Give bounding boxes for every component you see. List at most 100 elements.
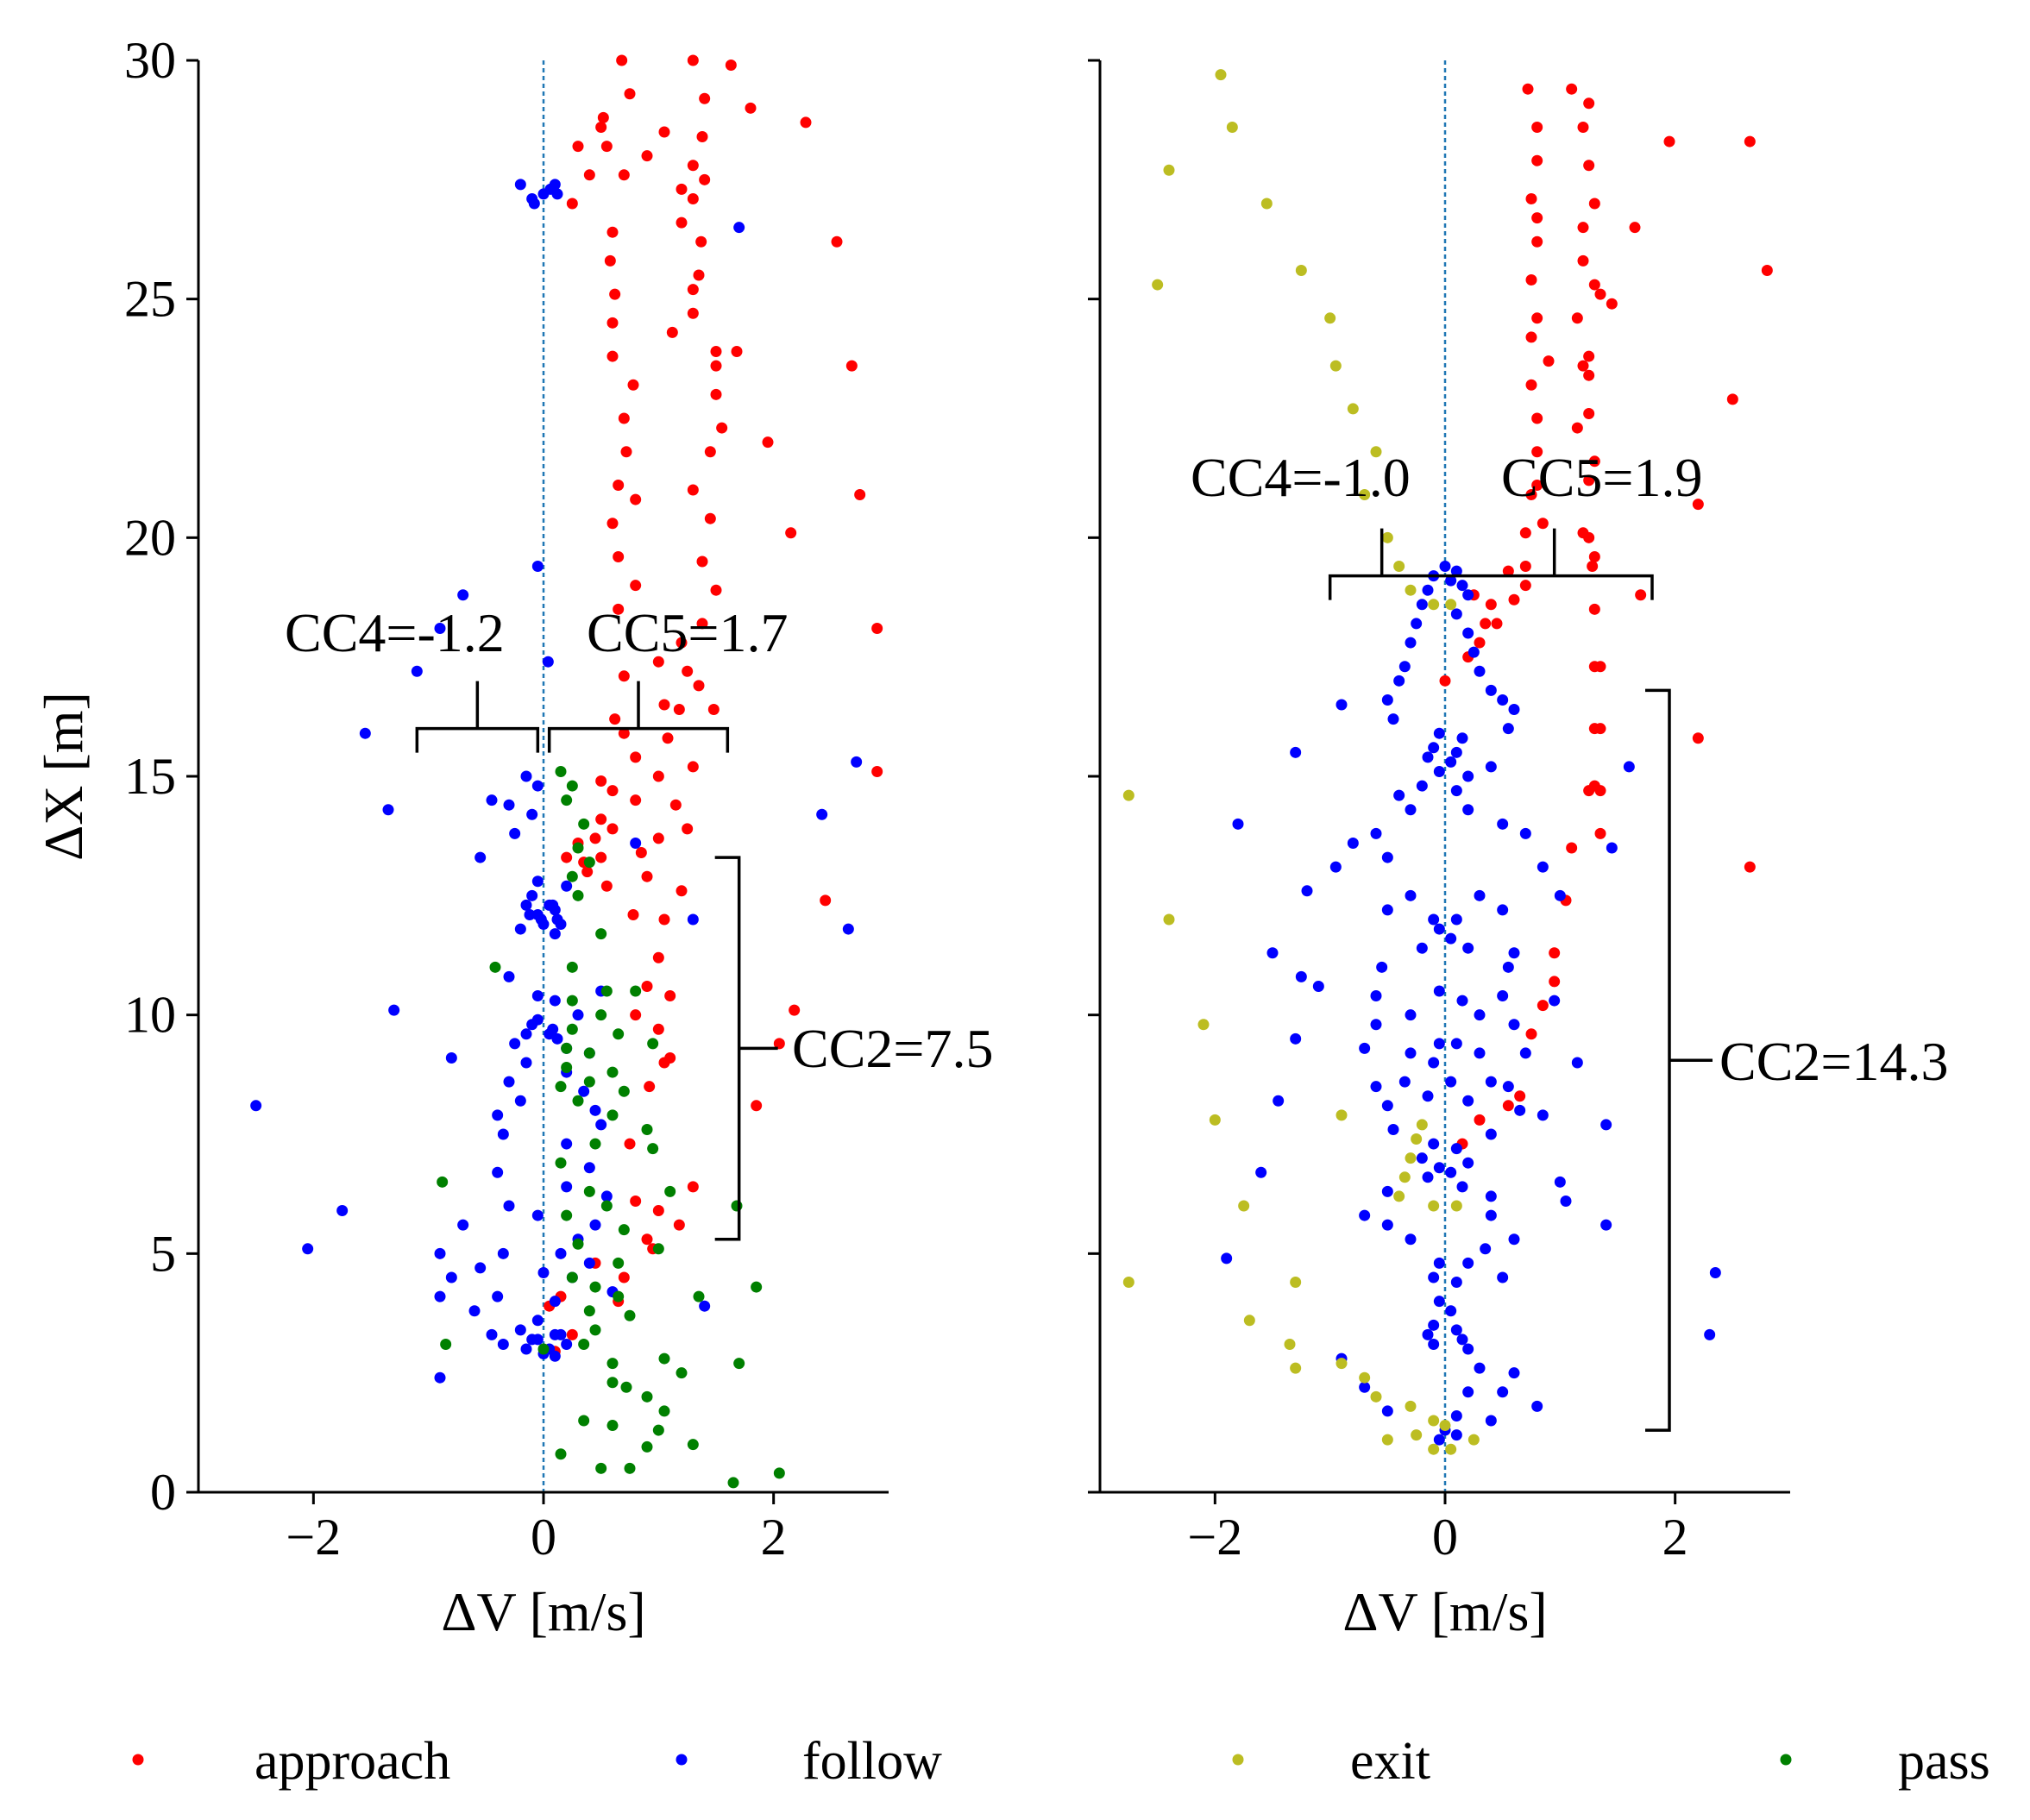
left-point-approach-102 <box>658 1057 670 1069</box>
left-point-approach-34 <box>845 360 858 372</box>
left-point-pass-53 <box>606 1358 619 1370</box>
left-point-approach-95 <box>641 980 653 992</box>
left-cc5-bracket <box>547 681 730 753</box>
right-point-follow-90 <box>1422 1090 1434 1102</box>
left-point-approach-79 <box>682 823 694 835</box>
right-point-follow-45 <box>1381 851 1393 863</box>
left-point-approach-74 <box>606 785 619 797</box>
right-point-approach-14 <box>1531 235 1543 248</box>
right-point-exit-20 <box>1336 1109 1348 1121</box>
left-point-follow-23 <box>475 851 487 863</box>
right-point-approach-72 <box>1537 1000 1549 1012</box>
left-point-approach-71 <box>871 765 883 777</box>
right-point-exit-27 <box>1450 1200 1462 1212</box>
left-point-follow-36 <box>535 913 547 926</box>
left-point-follow-65 <box>492 1109 504 1121</box>
left-point-follow-56 <box>445 1051 457 1064</box>
left-point-follow-77 <box>457 1219 469 1231</box>
left-point-approach-91 <box>820 894 832 907</box>
left-point-follow-86 <box>445 1271 457 1283</box>
left-point-approach-51 <box>613 550 625 562</box>
right-point-approach-15 <box>1577 254 1589 267</box>
left-point-approach-47 <box>630 493 642 505</box>
left-point-approach-13 <box>641 150 653 162</box>
right-point-approach-48 <box>1635 589 1647 601</box>
left-point-follow-21 <box>526 808 538 820</box>
left-point-follow-103 <box>497 1338 509 1350</box>
left-point-pass-16 <box>613 1028 625 1040</box>
legend-marker-follow <box>676 1754 688 1766</box>
left-point-pass-23 <box>555 1081 567 1093</box>
right-point-follow-127 <box>1428 1319 1440 1331</box>
left-cc2-bracket <box>714 856 778 1241</box>
left-point-approach-55 <box>613 603 625 615</box>
right-point-exit-26 <box>1428 1200 1440 1212</box>
right-point-approach-9 <box>1525 192 1537 204</box>
left-annotation-cc2-7-5: CC2=7.5 <box>792 1018 993 1079</box>
left-point-approach-19 <box>566 198 578 210</box>
left-point-approach-14 <box>687 160 699 172</box>
right-point-exit-23 <box>1405 1152 1417 1164</box>
left-point-approach-42 <box>620 446 632 458</box>
right-point-follow-103 <box>1445 1166 1457 1178</box>
left-point-pass-56 <box>606 1377 619 1389</box>
right-point-follow-111 <box>1359 1209 1371 1221</box>
left-point-approach-88 <box>641 870 653 882</box>
left-point-follow-10 <box>434 622 446 634</box>
left-point-pass-43 <box>751 1281 763 1293</box>
left-point-pass-46 <box>583 1305 595 1317</box>
left-point-follow-91 <box>434 1290 446 1302</box>
left-point-approach-107 <box>630 1195 642 1207</box>
left-point-approach-43 <box>704 446 716 458</box>
right-point-follow-50 <box>1405 889 1417 901</box>
right-point-follow-93 <box>1514 1104 1526 1116</box>
right-point-follow-121 <box>1428 1271 1440 1283</box>
right-point-approach-4 <box>1577 121 1589 133</box>
right-point-exit-2 <box>1163 164 1175 176</box>
left-point-approach-15 <box>583 169 595 181</box>
left-point-approach-105 <box>624 1138 636 1150</box>
right-point-exit-24 <box>1398 1171 1411 1183</box>
right-point-approach-75 <box>1502 1100 1514 1112</box>
left-point-approach-86 <box>635 847 647 859</box>
left-point-follow-69 <box>583 1162 595 1174</box>
right-point-approach-67 <box>1566 842 1578 854</box>
left-point-pass-44 <box>613 1290 625 1302</box>
left-point-pass-4 <box>572 842 584 854</box>
right-point-follow-76 <box>1450 1038 1462 1050</box>
left-point-follow-70 <box>492 1166 504 1178</box>
left-point-approach-113 <box>618 1271 630 1283</box>
right-point-exit-44 <box>1381 1434 1393 1446</box>
right-point-approach-33 <box>1531 446 1543 458</box>
right-point-exit-17 <box>1163 913 1175 926</box>
right-point-follow-40 <box>1497 818 1509 830</box>
right-point-follow-56 <box>1433 923 1445 935</box>
left-point-approach-1 <box>687 54 699 66</box>
right-point-follow-84 <box>1445 1076 1457 1088</box>
right-point-follow-106 <box>1255 1166 1267 1178</box>
left-point-pass-10 <box>489 961 501 973</box>
left-point-approach-35 <box>606 350 619 362</box>
right-point-approach-44 <box>1519 561 1531 573</box>
right-point-approach-45 <box>1502 565 1514 577</box>
right-point-follow-123 <box>1497 1271 1509 1283</box>
right-point-approach-38 <box>1692 499 1704 511</box>
right-point-follow-105 <box>1456 1181 1468 1193</box>
left-point-pass-22 <box>583 1076 595 1088</box>
left-point-follow-64 <box>250 1100 262 1112</box>
right-point-approach-64 <box>1594 785 1606 797</box>
right-scatter-panel: −2 0 2 ΔV [m/s] CC4=-1.0 CC5=1.9 CC2=14.3 <box>1088 59 1948 1642</box>
right-point-follow-81 <box>1290 1032 1302 1045</box>
right-point-approach-49 <box>1508 593 1520 606</box>
left-point-follow-58 <box>520 1057 532 1069</box>
right-point-approach-1 <box>1566 83 1578 95</box>
left-point-approach-10 <box>696 131 708 143</box>
left-point-pass-28 <box>589 1138 601 1150</box>
left-point-approach-37 <box>627 379 639 391</box>
left-point-approach-81 <box>589 832 601 844</box>
legend: approach follow exit pass <box>132 1732 1990 1791</box>
right-point-follow-104 <box>1422 1171 1434 1183</box>
left-point-approach-60 <box>682 665 694 677</box>
left-point-follow-29 <box>520 899 532 911</box>
right-point-follow-24 <box>1456 732 1468 744</box>
